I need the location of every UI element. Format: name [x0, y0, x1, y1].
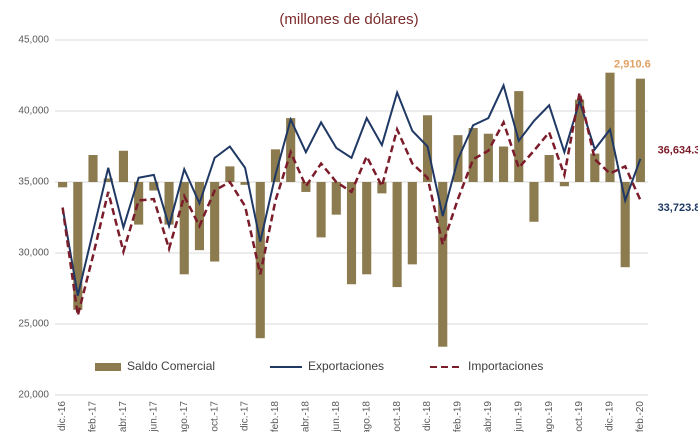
x-tick-label: ago.-18 [361, 401, 372, 432]
bar [514, 91, 524, 182]
x-tick-label: abr.-18 [301, 401, 312, 432]
y-tick-label: 25,000 [18, 319, 49, 330]
y-tick-label: 40,000 [18, 106, 49, 117]
x-tick-label: ago.-17 [179, 401, 190, 432]
x-tick-label: dic.-17 [240, 401, 251, 431]
bar [194, 182, 205, 251]
bar [635, 78, 645, 182]
bar [255, 182, 265, 339]
x-tick-label: abr.-17 [118, 401, 129, 432]
bar [559, 182, 569, 187]
x-tick-label: feb.-18 [270, 401, 281, 432]
bar [468, 128, 478, 182]
data-label: 36,634.3 [658, 145, 698, 157]
bar [134, 182, 144, 225]
bar [605, 72, 615, 182]
bar [179, 182, 189, 275]
chart-title: (millones de dólares) [279, 11, 418, 28]
bar [149, 182, 159, 191]
x-tick-label: dic.-16 [57, 401, 68, 431]
bar [438, 182, 448, 347]
bar [529, 182, 539, 222]
bar [392, 182, 402, 288]
y-tick-label: 30,000 [18, 248, 49, 259]
bar [346, 182, 357, 285]
bar [225, 166, 235, 182]
x-tick-label: feb.-19 [453, 401, 464, 432]
x-tick-label: abr.-19 [483, 401, 494, 432]
x-tick-label: dic.-18 [422, 401, 433, 431]
x-tick-label: oct.-17 [209, 401, 220, 432]
line [61, 92, 642, 316]
bar [544, 155, 554, 182]
legend-label: Importaciones [468, 359, 543, 373]
x-tick-label: jun.-17 [148, 401, 159, 432]
x-tick-label: oct.-19 [574, 401, 585, 432]
bar [498, 146, 509, 182]
bar [301, 182, 311, 192]
y-tick-label: 20,000 [18, 390, 49, 401]
bar [270, 149, 281, 182]
bar [210, 182, 220, 262]
bar [483, 133, 493, 182]
legend-swatch [95, 363, 121, 371]
x-tick-label: oct.-18 [392, 401, 403, 432]
legend-label: Exportaciones [308, 359, 384, 373]
x-tick-label: jun.-18 [331, 401, 342, 432]
y-tick-label: 35,000 [18, 177, 49, 188]
legend-label: Saldo Comercial [127, 359, 215, 373]
bar [103, 178, 113, 182]
x-tick-label: feb.-20 [635, 401, 646, 432]
bar [362, 182, 372, 275]
x-tick-label: dic.-19 [605, 401, 616, 431]
bar [590, 153, 600, 182]
bar [73, 182, 83, 310]
x-tick-label: ago.-19 [544, 401, 555, 432]
bar [331, 182, 341, 215]
x-tick-label: jun.-19 [513, 401, 524, 432]
bar [58, 182, 68, 188]
x-tick-label: feb.-17 [88, 401, 99, 432]
bar [240, 182, 250, 185]
data-label: 2,910.6 [614, 59, 651, 71]
bar [575, 99, 585, 182]
bar [316, 182, 326, 238]
data-label: 33,723.8 [658, 202, 698, 214]
line [61, 82, 642, 296]
bar [164, 182, 174, 225]
bar [377, 182, 387, 194]
bar [407, 182, 417, 265]
bar [620, 182, 630, 268]
y-tick-label: 45,000 [18, 35, 49, 46]
bar [88, 155, 98, 182]
bar [118, 150, 128, 182]
